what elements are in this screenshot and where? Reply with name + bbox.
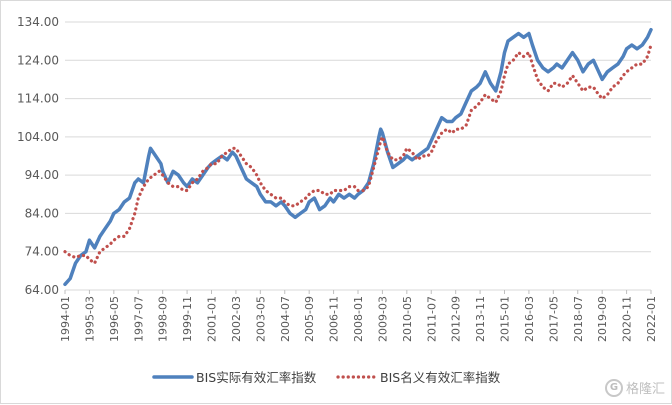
series-line-real — [63, 27, 653, 287]
x-axis-ticks: 1994-01 1995-03 1996-05 1997-07 1998-09 1999-… — [59, 290, 658, 342]
x-tick-label: 2011-07 — [425, 296, 438, 342]
y-tick-label: 84.00 — [25, 206, 59, 220]
x-tick-label: 2019-09 — [596, 296, 609, 342]
y-tick-label: 104.00 — [17, 130, 59, 144]
x-tick-label: 1999-11 — [181, 296, 194, 342]
legend: BIS实际有效汇率指数 BIS名义有效汇率指数 — [152, 370, 501, 385]
x-tick-label: 2020-11 — [621, 296, 634, 342]
x-tick-label: 2018-07 — [572, 296, 585, 342]
x-tick-label: 1998-09 — [157, 296, 170, 342]
y-tick-label: 74.00 — [25, 245, 59, 259]
x-tick-label: 2016-03 — [523, 296, 536, 342]
x-tick-label: 2017-05 — [547, 296, 560, 342]
x-tick-label: 2013-11 — [474, 296, 487, 342]
x-tick-label: 2004-07 — [279, 296, 292, 342]
x-tick-label: 1997-07 — [132, 296, 145, 342]
x-tick-label: 2001-01 — [206, 296, 219, 342]
gridlines — [65, 21, 651, 291]
x-tick-label: 2002-03 — [230, 296, 243, 342]
y-axis-ticks: 64.00 74.00 84.00 94.00 104.00 114.00 124.00 13… — [17, 15, 59, 297]
y-tick-label: 134.00 — [17, 15, 59, 29]
y-tick-label: 124.00 — [17, 53, 59, 67]
x-tick-label: 2005-09 — [303, 296, 316, 342]
x-tick-label: 2006-11 — [328, 296, 341, 342]
y-tick-label: 94.00 — [25, 168, 59, 182]
x-tick-label: 1996-05 — [108, 296, 121, 342]
x-tick-label: 2009-03 — [376, 296, 389, 342]
x-tick-label: 1995-03 — [83, 296, 96, 342]
x-tick-label: 1994-01 — [59, 296, 72, 342]
x-tick-label: 2012-09 — [450, 296, 463, 342]
watermark-text: 格隆汇 — [625, 382, 665, 397]
watermark-logo: G 格隆汇 — [604, 378, 665, 397]
x-tick-label: 2003-05 — [254, 296, 267, 342]
y-tick-label: 64.00 — [25, 283, 59, 297]
series-lines — [63, 27, 653, 287]
x-tick-label: 2008-01 — [352, 296, 365, 342]
legend-label: BIS实际有效汇率指数 — [196, 370, 317, 385]
x-tick-label: 2022-01 — [645, 296, 658, 342]
watermark-icon: G — [604, 378, 623, 397]
x-tick-label: 2015-01 — [499, 296, 512, 342]
y-tick-label: 114.00 — [17, 92, 59, 106]
legend-label: BIS名义有效汇率指数 — [380, 370, 501, 385]
x-tick-label: 2010-05 — [401, 296, 414, 342]
